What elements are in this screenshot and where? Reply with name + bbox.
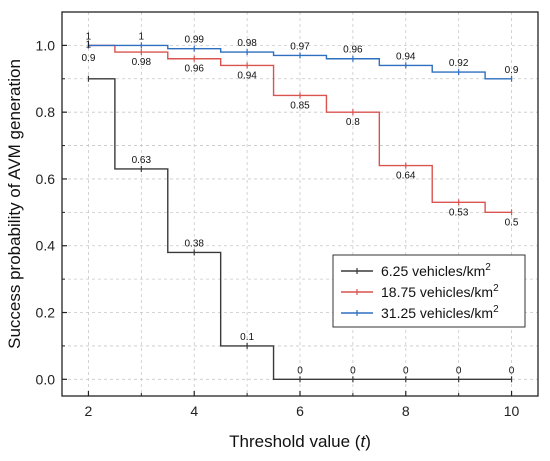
series-group xyxy=(87,42,513,383)
y-axis-label: Success probability of AVM generation xyxy=(5,59,24,349)
x-tick-label: 4 xyxy=(190,403,198,419)
x-tick-label: 2 xyxy=(85,403,93,419)
axis-ticks: 2 4 6 8 100.00.20.40.60.81.0 xyxy=(36,37,520,419)
data-label: 1 xyxy=(139,31,145,42)
legend-label: 6.25 vehicles/km2 xyxy=(381,262,491,279)
legend: 6.25 vehicles/km2 18.75 vehicles/km2 31.25… xyxy=(332,254,526,328)
data-label: 0.5 xyxy=(505,217,519,228)
y-tick-label: 1.0 xyxy=(36,37,56,53)
data-label: 1 xyxy=(86,39,92,50)
legend-label: 18.75 vehicles/km2 xyxy=(381,283,499,300)
data-label: 0.99 xyxy=(184,35,204,46)
legend-label: 31.25 vehicles/km2 xyxy=(381,304,499,321)
data-label: 0.97 xyxy=(290,41,310,52)
data-label: 0.9 xyxy=(81,53,95,64)
data-label: 1 xyxy=(86,31,92,42)
data-label: 0.53 xyxy=(449,207,469,218)
data-labels: 0.9 0.63 0.38 0.1 0 0 0 0 0 1 0.98 0.96 0.94 0.85 0.8 0… xyxy=(81,31,518,376)
y-tick-label: 0.8 xyxy=(36,104,56,120)
data-label: 0.63 xyxy=(132,155,152,166)
y-tick-label: 0.0 xyxy=(36,371,56,387)
y-tick-label: 0.2 xyxy=(36,305,56,321)
legend-box xyxy=(332,254,526,328)
data-label: 0.96 xyxy=(343,45,363,56)
x-axis-label: Threshold value (t) xyxy=(229,432,371,451)
data-label: 0.1 xyxy=(240,332,254,343)
data-label: 0.8 xyxy=(346,117,360,128)
data-label: 0 xyxy=(456,365,462,376)
data-label: 0.98 xyxy=(237,38,257,49)
x-tick-label: 6 xyxy=(296,403,304,419)
y-tick-label: 0.4 xyxy=(36,238,56,254)
data-label: 0.94 xyxy=(237,70,257,81)
data-label: 0.94 xyxy=(396,51,416,62)
data-label: 0.9 xyxy=(505,65,519,76)
data-label: 0 xyxy=(297,365,303,376)
data-label: 0.98 xyxy=(132,57,152,68)
data-label: 0.38 xyxy=(184,238,204,249)
data-label: 0.85 xyxy=(290,100,310,111)
data-label: 0.96 xyxy=(184,64,204,75)
series-line-3 xyxy=(88,44,512,80)
data-label: 0.92 xyxy=(449,58,469,69)
data-label: 0 xyxy=(509,365,515,376)
y-tick-label: 0.6 xyxy=(36,171,56,187)
x-tick-label: 8 xyxy=(402,403,410,419)
data-label: 0 xyxy=(350,365,356,376)
data-label: 0 xyxy=(403,365,409,376)
x-tick-label: 10 xyxy=(504,403,520,419)
data-label: 0.64 xyxy=(396,171,416,182)
